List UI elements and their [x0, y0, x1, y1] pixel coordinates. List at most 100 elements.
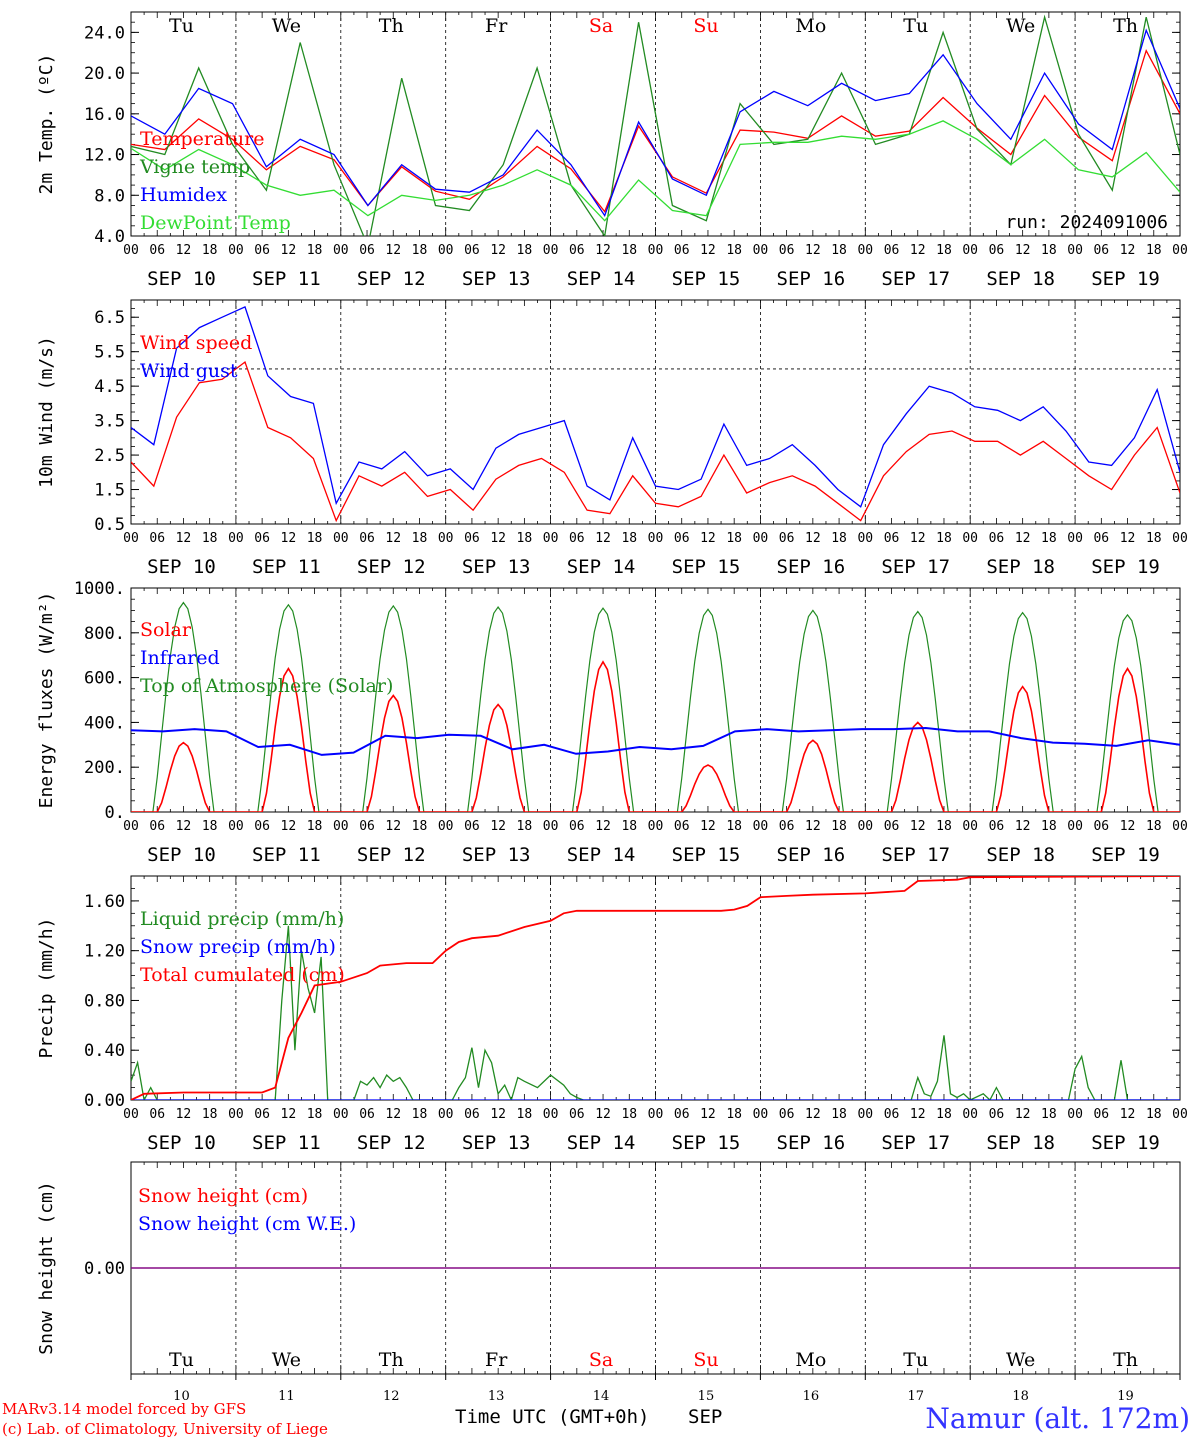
x-hour-label: 00	[857, 1107, 873, 1122]
legend-entry: Vigne temp	[139, 156, 250, 178]
x-date-label: SEP 12	[357, 268, 426, 290]
y-tick-label: 16.0	[84, 105, 125, 125]
x-hour-label: 00	[228, 243, 244, 258]
legend-entry: Temperature	[140, 128, 264, 150]
x-hour-label: 06	[569, 819, 585, 834]
y-tick-label: 24.0	[84, 23, 125, 43]
x-hour-label: 18	[1146, 1107, 1162, 1122]
x-hour-label: 12	[700, 243, 716, 258]
weekday-label: Sa	[589, 15, 613, 37]
weekday-label-bottom: Tu	[169, 1349, 194, 1371]
x-hour-label: 00	[1172, 819, 1188, 834]
weekday-label-bottom: Tu	[903, 1349, 928, 1371]
x-hour-label: 06	[149, 819, 165, 834]
x-hour-label: 06	[884, 819, 900, 834]
plot-frame	[130, 299, 1181, 525]
x-hour-label: 00	[333, 243, 349, 258]
x-date-label: SEP 19	[1091, 556, 1160, 578]
x-date-label: SEP 18	[986, 1132, 1055, 1154]
y-tick-label: 400.	[84, 713, 125, 733]
x-hour-label: 00	[333, 531, 349, 546]
weekday-label: Tu	[169, 15, 194, 37]
legend-entry: Humidex	[140, 184, 227, 206]
x-hour-label: 12	[700, 1107, 716, 1122]
x-hour-label: 06	[1093, 531, 1109, 546]
x-hour-label: 12	[595, 243, 611, 258]
weekday-label: Su	[693, 15, 718, 37]
x-hour-label: 00	[857, 531, 873, 546]
x-hour-label: 12	[910, 819, 926, 834]
x-hour-label: 06	[464, 243, 480, 258]
x-hour-label: 12	[490, 819, 506, 834]
x-date-label: SEP 12	[357, 1132, 426, 1154]
x-hour-label: 06	[359, 1107, 375, 1122]
y-tick-label: 5.5	[94, 343, 125, 363]
y-tick-label: 0.5	[94, 515, 125, 535]
x-date-label: SEP 17	[881, 844, 950, 866]
weekday-label: Tu	[903, 15, 928, 37]
x-hour-label: 12	[595, 1107, 611, 1122]
x-hour-label: 06	[464, 531, 480, 546]
series-infrared-line	[131, 726, 1180, 756]
x-hour-label: 00	[543, 531, 559, 546]
x-hour-label: 00	[123, 531, 139, 546]
x-hour-label: 00	[123, 243, 139, 258]
x-hour-label: 00	[1067, 531, 1083, 546]
x-hour-label: 06	[359, 531, 375, 546]
plot-frame	[130, 587, 1181, 813]
x-hour-label: 18	[307, 531, 323, 546]
x-hour-label: 18	[936, 1107, 952, 1122]
x-hour-label: 18	[307, 243, 323, 258]
x-hour-label: 00	[1067, 819, 1083, 834]
x-date-label: SEP 16	[777, 1132, 846, 1154]
weekday-label-bottom: Mo	[795, 1349, 826, 1371]
x-hour-label: 00	[753, 819, 769, 834]
x-hour-label: 06	[884, 531, 900, 546]
x-hour-label: 18	[517, 531, 533, 546]
x-hour-label: 18	[726, 531, 742, 546]
x-hour-label: 12	[1120, 243, 1136, 258]
series-line-1	[131, 14, 1180, 236]
x-hour-label: 12	[385, 1107, 401, 1122]
x-hour-label: 12	[1015, 819, 1031, 834]
weekday-label-bottom: We	[1006, 1349, 1035, 1371]
series-line-1	[131, 306, 1180, 508]
x-date-label: SEP 16	[777, 556, 846, 578]
x-hour-label: 12	[910, 531, 926, 546]
y-tick-label: 1000.	[74, 579, 125, 599]
x-date-label: SEP 13	[462, 556, 531, 578]
x-date-label: SEP 11	[252, 268, 321, 290]
day-number-label: 13	[488, 1389, 505, 1404]
x-hour-label: 18	[936, 243, 952, 258]
x-date-label: SEP 10	[147, 844, 216, 866]
y-tick-label: 0.	[105, 803, 125, 823]
x-hour-label: 12	[176, 1107, 192, 1122]
x-hour-label: 18	[202, 531, 218, 546]
x-date-label: SEP 10	[147, 1132, 216, 1154]
x-hour-label: 12	[385, 531, 401, 546]
x-hour-label: 12	[805, 243, 821, 258]
x-hour-label: 12	[595, 531, 611, 546]
x-date-label: SEP 11	[252, 844, 321, 866]
panel-snow: 0.00 Snow height (cm) Snow height (cm) Snow…	[36, 1161, 1181, 1404]
x-hour-label: 06	[989, 531, 1005, 546]
x-hour-label: 12	[490, 1107, 506, 1122]
x-hour-label: 00	[543, 1107, 559, 1122]
series-solar-line	[131, 660, 1180, 812]
x-date-label: SEP 14	[567, 556, 636, 578]
day-number-label: 17	[907, 1389, 924, 1404]
x-hour-label: 18	[517, 243, 533, 258]
x-hour-label: 18	[1146, 819, 1162, 834]
x-hour-label: 06	[779, 531, 795, 546]
x-hour-label: 12	[700, 819, 716, 834]
day-number-label: 11	[278, 1389, 295, 1404]
x-hour-label: 18	[831, 243, 847, 258]
credit-line-2: (c) Lab. of Climatology, University of L…	[2, 1420, 328, 1438]
x-hour-label: 00	[753, 243, 769, 258]
y-tick-label: 800.	[84, 624, 125, 644]
legend-entry: Solar	[140, 619, 192, 641]
x-hour-label: 18	[412, 819, 428, 834]
x-hour-label: 18	[831, 1107, 847, 1122]
x-hour-label: 00	[648, 243, 664, 258]
series-group	[131, 306, 1180, 523]
